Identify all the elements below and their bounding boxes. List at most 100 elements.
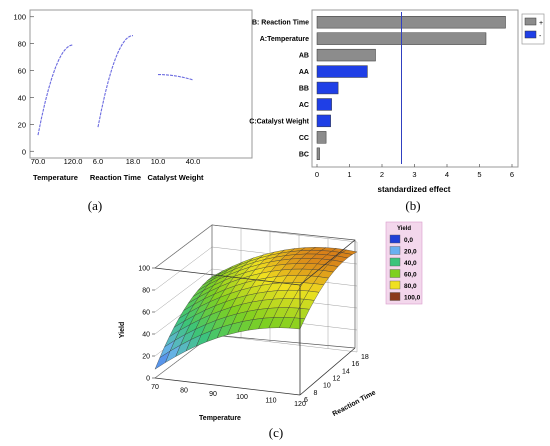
legend-label: 20,0: [404, 249, 417, 256]
pareto-panel: B: Reaction Time A:Temperature AB AA BB AC C:C…: [249, 9, 545, 194]
legend-label: 60,0: [404, 272, 417, 279]
surface-cell: [289, 317, 306, 330]
x-tick-label: 5: [477, 170, 481, 179]
main-effects-factor-labels: Temperature Reaction Time Catalyst Weight: [33, 173, 204, 182]
surface-box-front: [154, 239, 356, 396]
z-tick-label: 60: [142, 310, 150, 317]
x-tick-label: 3: [412, 170, 416, 179]
legend-label: 100,0: [404, 295, 421, 302]
surface-z-axis-label: Yield: [119, 322, 126, 338]
x-tick-label: 18.0: [126, 157, 141, 166]
x-tick-label: 4: [445, 170, 449, 179]
y-tick-label: 8: [314, 390, 318, 397]
legend-swatch: [389, 292, 401, 301]
z-tick-label: 100: [138, 266, 150, 273]
pareto-category-label: BC: [299, 151, 309, 158]
legend-swatch-negative: [524, 30, 537, 39]
surface-y-axis-label: Reaction Time: [332, 389, 378, 418]
pareto-category-label: AC: [299, 102, 309, 109]
caption-b: (b): [405, 198, 420, 213]
caption-c: (c): [269, 425, 283, 440]
x-tick-label: 120.0: [64, 157, 83, 166]
legend-label-negative: -: [539, 33, 542, 40]
pareto-bar: [316, 81, 339, 95]
z-tick-label: 80: [142, 288, 150, 295]
pareto-bar: [316, 65, 368, 78]
pareto-x-axis-label: standardized effect: [378, 185, 451, 194]
surface-x-ticks: 70 80 90 100 110 120: [151, 384, 306, 408]
response-surface-mesh: [154, 247, 358, 370]
surface-x-axis-label: Temperature: [199, 415, 241, 422]
pareto-bar: [316, 147, 320, 160]
pareto-category-label: C:Catalyst Weight: [249, 118, 309, 125]
pareto-bar: [316, 114, 331, 128]
pareto-legend: + -: [521, 13, 545, 45]
y-tick-label: 10: [323, 383, 331, 390]
effect-curve-reaction-time: [97, 35, 134, 128]
legend-label: 0,0: [404, 237, 413, 244]
legend-swatch: [389, 257, 401, 267]
pareto-bar: [316, 16, 506, 29]
factor-label: Reaction Time: [90, 173, 141, 182]
pareto-category-label: BB: [299, 86, 309, 93]
y-tick-label: 40: [18, 93, 26, 102]
legend-label-positive: +: [539, 20, 543, 27]
main-effects-x-ticks: 70.0 120.0 6.0 18.0 10.0 40.0: [31, 157, 201, 166]
caption-a: (a): [88, 198, 102, 213]
legend-label: 40,0: [404, 260, 417, 267]
pareto-category-labels: B: Reaction Time A:Temperature AB AA BB AC C:C…: [249, 20, 309, 159]
pareto-category-label: A:Temperature: [260, 36, 309, 43]
y-tick-label: 14: [342, 368, 350, 375]
x-tick-label: 120: [294, 401, 306, 408]
y-tick-label: 0: [22, 147, 26, 156]
effect-curve-catalyst-weight: [158, 74, 194, 81]
y-tick-label: 16: [352, 361, 360, 368]
legend-label: 80,0: [404, 283, 417, 290]
factor-label: Temperature: [33, 173, 78, 182]
pareto-category-label: CC: [299, 135, 309, 142]
y-tick-label: 80: [18, 40, 26, 49]
x-tick-label: 80: [180, 387, 188, 394]
pareto-category-label: AB: [299, 53, 309, 60]
x-tick-label: 2: [380, 170, 384, 179]
x-tick-label: 1: [347, 170, 351, 179]
factor-label: Catalyst Weight: [147, 173, 204, 182]
y-tick-label: 60: [18, 67, 26, 76]
legend-swatch: [389, 246, 401, 255]
x-tick-label: 40.0: [186, 157, 201, 166]
legend-swatch: [389, 234, 401, 244]
x-tick-label: 6: [510, 170, 514, 179]
legend-swatch-positive: [524, 17, 537, 26]
pareto-x-ticks: 0 1 2 3 4 5 6: [315, 164, 514, 179]
x-tick-label: 70.0: [31, 157, 46, 166]
main-effects-frame: [29, 9, 253, 159]
effect-curve-temperature: [37, 44, 74, 136]
y-tick-label: 6: [304, 397, 308, 404]
y-tick-label: 20: [18, 120, 26, 129]
x-tick-label: 70: [151, 384, 159, 391]
x-tick-label: 100: [236, 394, 248, 401]
pareto-bar: [316, 48, 376, 62]
pareto-category-label: B: Reaction Time: [252, 20, 309, 27]
main-effects-y-axis: 0 20 40 60 80 100: [13, 13, 34, 156]
surface-legend-entries: 0,0 20,0 40,0 60,0 80,0 100,0: [389, 234, 421, 302]
z-tick-label: 0: [146, 376, 150, 383]
z-tick-label: 40: [142, 332, 150, 339]
x-tick-label: 110: [265, 398, 276, 405]
y-tick-label: 12: [333, 376, 341, 383]
main-effects-panel: 0 20 40 60 80 100 70.0 120.0 6.0 18.0 10.0 40.0 Te…: [13, 9, 253, 182]
main-effects-curves: [37, 35, 194, 136]
x-tick-label: 10.0: [151, 157, 166, 166]
legend-swatch: [389, 280, 401, 290]
surface-z-ticks: 0 20 40 60 80 100: [138, 266, 155, 383]
x-tick-label: 6.0: [93, 157, 103, 166]
y-tick-label: 18: [361, 354, 369, 361]
z-tick-label: 20: [142, 354, 150, 361]
pareto-bar: [316, 131, 327, 144]
surface-legend-title: Yield: [397, 226, 411, 232]
surface-legend: Yield 0,0 20,0 40,0 60,0 80,0 100,0: [385, 221, 423, 305]
x-tick-label: 0: [315, 170, 319, 179]
